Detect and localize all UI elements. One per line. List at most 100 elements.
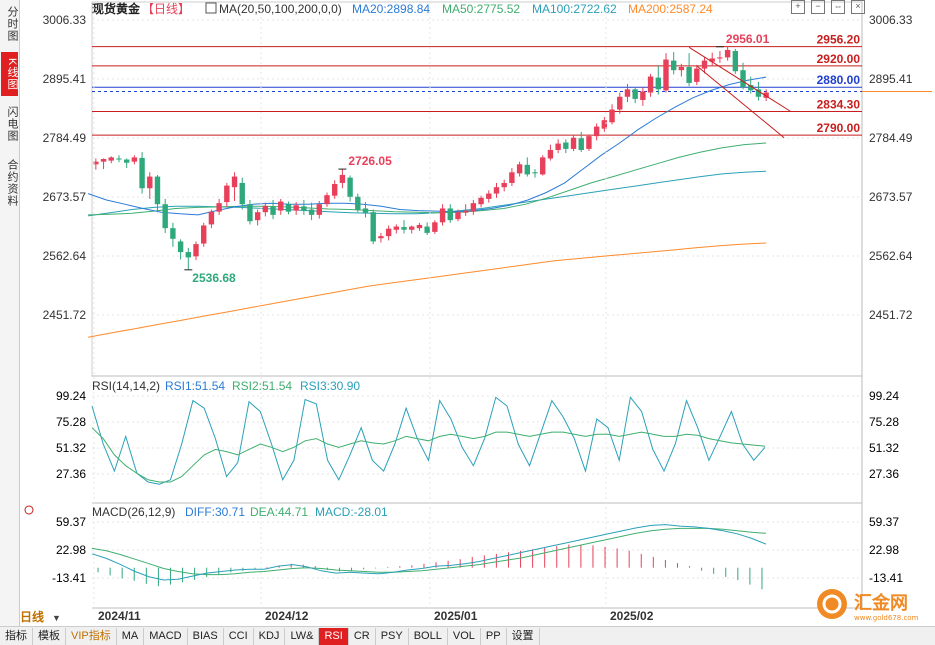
high-label: 2956.01 [726, 32, 770, 46]
indicator-tab-7[interactable]: KDJ [254, 627, 286, 645]
fit-icon[interactable]: ⇔ [831, 0, 845, 14]
indicator-tab-1[interactable]: 模板 [33, 627, 66, 645]
candle-body [247, 204, 253, 222]
candle-body [216, 203, 222, 212]
indicator-tab-15[interactable]: 设置 [507, 627, 540, 645]
rsi-tick-right: 51.32 [869, 441, 899, 455]
level-label: 2834.30 [817, 98, 861, 112]
period-selector[interactable]: 日线 ▼ [20, 609, 92, 625]
y-tick-right: 2673.57 [869, 190, 913, 204]
indicator-tab-5[interactable]: BIAS [188, 627, 224, 645]
tab-flash-chart[interactable]: 闪电图 [6, 106, 18, 142]
candle-body [123, 159, 130, 163]
candle-body [524, 164, 531, 175]
macd-tick-left: 59.37 [56, 515, 86, 529]
candle-body [640, 91, 646, 100]
candle-body [547, 149, 554, 159]
candle-body [578, 138, 584, 150]
y-tick-left: 2784.49 [43, 131, 87, 145]
zoom-out-icon[interactable]: − [811, 0, 825, 14]
dea-value: DEA:44.71 [250, 505, 308, 519]
candle-body [278, 201, 284, 211]
candle-body [170, 228, 176, 239]
candle-body [632, 89, 638, 99]
candle-body [493, 187, 500, 194]
ma50-line [88, 142, 767, 216]
candle-body [516, 164, 523, 174]
dea-line [91, 527, 767, 576]
indicator-tab-10[interactable]: CR [349, 627, 376, 645]
candle-body [439, 208, 446, 223]
zoom-in-icon[interactable]: + [791, 0, 805, 14]
candle-body [401, 227, 407, 230]
candle-body [486, 193, 492, 199]
candle-body [424, 226, 430, 233]
candle-body [555, 143, 561, 150]
ma20-value: MA20:2898.84 [352, 2, 430, 16]
candle-body [378, 236, 384, 239]
rsi-tick-right: 75.28 [869, 415, 899, 429]
indicator-tab-6[interactable]: CCI [224, 627, 254, 645]
indicator-tab-9[interactable]: RSI [319, 627, 349, 645]
y-tick-left: 2562.64 [43, 249, 87, 263]
indicator-tab-14[interactable]: PP [481, 627, 507, 645]
candle-body [239, 182, 245, 205]
candle-body [231, 176, 238, 188]
chart-area[interactable]: 现货黄金 【日线】 MA(20,50,100,200,0,0) MA20:2898.8… [0, 0, 935, 626]
candle-body [331, 184, 338, 196]
candle-body [355, 196, 361, 210]
y-tick-right: 3006.33 [869, 13, 913, 27]
tab-kline-chart[interactable]: K线图 [1, 52, 18, 96]
candle-body [131, 157, 138, 162]
level-label: 2880.00 [817, 73, 861, 87]
candle-body [339, 174, 346, 183]
candle-body [409, 226, 415, 230]
level-label: 2920.00 [817, 52, 861, 66]
indicator-tab-3[interactable]: MA [117, 627, 145, 645]
macd-tick-left: 22.98 [56, 543, 86, 557]
tab-contract-info[interactable]: 合约资料 [6, 159, 18, 207]
candle-body [162, 204, 168, 229]
trend-channel-upper [688, 46, 791, 112]
indicator-tab-11[interactable]: PSY [376, 627, 409, 645]
candle-body [108, 157, 114, 161]
low-label: 2536.68 [192, 271, 236, 285]
candle-body [262, 205, 269, 213]
indicator-tab-13[interactable]: VOL [448, 627, 481, 645]
candle-body [540, 157, 546, 175]
candle-body [385, 228, 392, 237]
candle-body [147, 176, 153, 189]
candle-body [717, 57, 723, 59]
candle-body [663, 59, 669, 91]
indicator-tab-8[interactable]: LW& [285, 627, 320, 645]
indicator-tab-0[interactable]: 指标 [0, 627, 33, 645]
candle-body [624, 89, 631, 97]
candle-body [432, 222, 438, 232]
candle-body [670, 60, 677, 71]
candle-body [224, 185, 230, 203]
indicator-tab-4[interactable]: MACD [144, 627, 188, 645]
candle-body [347, 177, 353, 197]
logo: 汇金网 www.gold678.com [814, 584, 924, 624]
tab-time-chart[interactable]: 分时图 [6, 6, 18, 42]
logo-subtext: www.gold678.com [854, 614, 919, 622]
candle-body [478, 197, 484, 205]
diff-value: DIFF:30.71 [185, 505, 245, 519]
x-tick-label: 2025/01 [434, 609, 478, 623]
sidebar: 分时图 K线图 闪电图 合约资料 [0, 0, 20, 626]
candle-body [701, 60, 708, 69]
candle-body [316, 204, 322, 215]
y-tick-left: 2451.72 [43, 308, 87, 322]
candle-body [678, 66, 685, 71]
candle-body [694, 68, 700, 82]
candle-body [100, 159, 107, 162]
indicator-tab-2[interactable]: VIP指标 [66, 627, 117, 645]
candle-body [647, 76, 654, 93]
candle-body [270, 206, 276, 215]
rsi-tick-left: 51.32 [56, 441, 86, 455]
y-tick-left: 3006.33 [43, 13, 87, 27]
macd-tick-left: -13.41 [52, 571, 86, 585]
close-icon[interactable]: × [851, 0, 865, 14]
indicator-tab-12[interactable]: BOLL [409, 627, 448, 645]
candle-body [724, 49, 731, 58]
